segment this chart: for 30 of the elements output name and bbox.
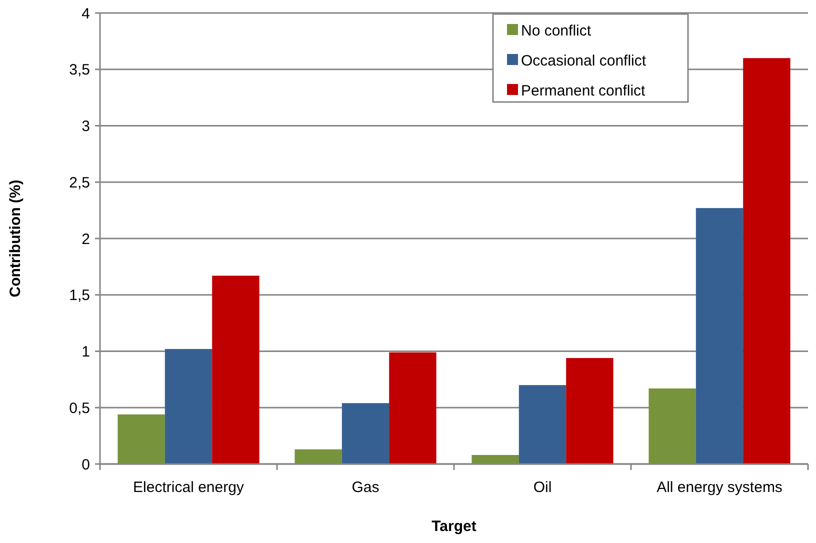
x-tick-label: Gas (352, 479, 380, 496)
bar (389, 352, 436, 464)
y-tick-label: 0,5 (69, 400, 90, 417)
bar (566, 358, 614, 464)
bar (164, 348, 212, 464)
x-tick-label: Electrical energy (133, 479, 244, 496)
legend-label: Occasional conflict (521, 52, 647, 70)
x-tick-label: Oil (533, 479, 552, 496)
y-tick-label: 1 (82, 344, 90, 360)
y-tick-label: 2 (82, 230, 90, 248)
bar (342, 403, 390, 464)
legend-label: Permanent conflict (521, 82, 646, 100)
bar (118, 414, 165, 464)
y-tick-label: 4 (82, 5, 90, 22)
bar (472, 454, 519, 464)
bar (518, 385, 566, 464)
x-tick-label: All energy systems (656, 479, 782, 496)
bar (696, 208, 744, 464)
bar (648, 388, 696, 464)
y-tick-label: 0 (82, 456, 90, 474)
legend-label: No conflict (521, 22, 592, 40)
y-tick-label: 3,5 (69, 62, 90, 79)
bar (743, 58, 790, 464)
y-tick-label: 2,5 (69, 174, 90, 192)
bar (294, 449, 342, 464)
y-tick-label: 1,5 (69, 287, 90, 304)
y-axis-title: Contribution (%) (7, 180, 24, 298)
x-axis-title: Target (432, 518, 476, 535)
y-tick-label: 3 (82, 118, 90, 135)
bar (212, 276, 260, 464)
